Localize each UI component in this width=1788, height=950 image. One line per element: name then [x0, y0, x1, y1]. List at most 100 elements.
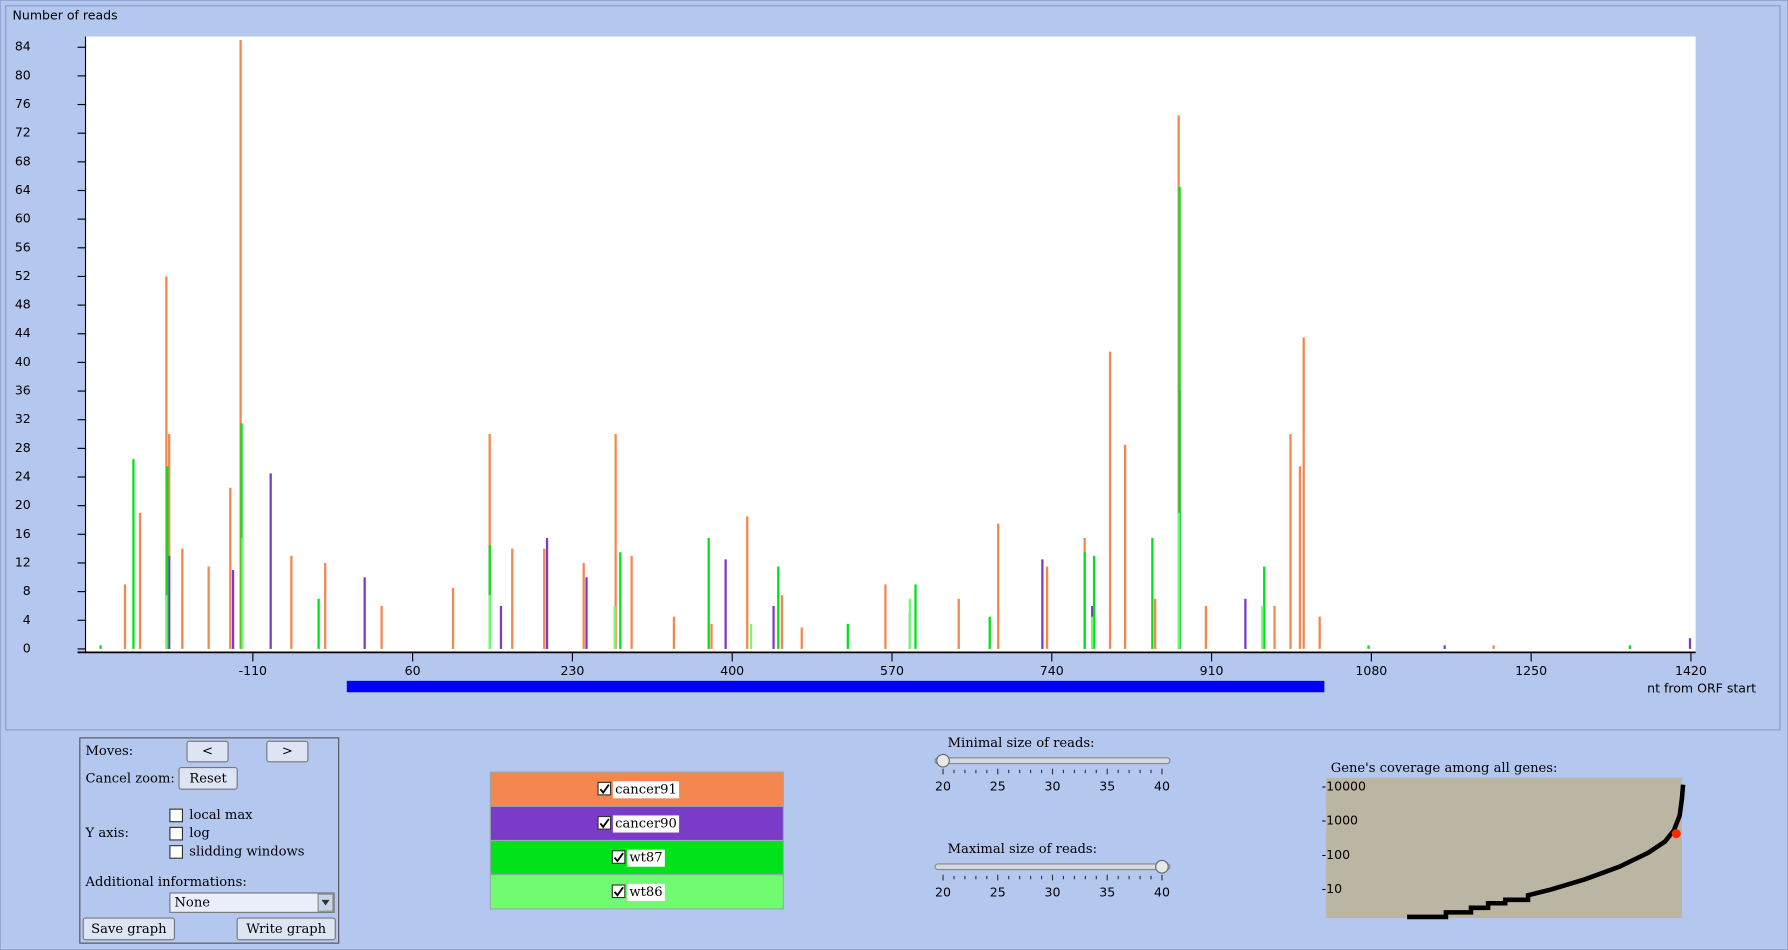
read-bar: [138, 512, 142, 649]
read-bar: [1108, 351, 1112, 649]
cancel-zoom-label: Cancel zoom:: [86, 771, 175, 786]
write-button-label: Write graph: [246, 922, 326, 937]
read-bar: [630, 555, 633, 649]
y-axis-option: slidding windows: [189, 844, 304, 859]
read-bar: [181, 548, 184, 649]
y-tick-label: 20: [15, 497, 31, 512]
checkbox-check: [599, 784, 610, 795]
x-tick-label: 1080: [1355, 663, 1387, 678]
y-tick-label: 64: [15, 182, 31, 197]
read-bar: [614, 434, 617, 649]
x-tick-label: 230: [560, 663, 584, 678]
legend-label-bg: [627, 883, 665, 901]
plot-area: [85, 36, 1696, 653]
y-axis-title: Number of reads: [13, 7, 118, 22]
series-checkbox[interactable]: [597, 781, 612, 796]
x-tick-label: 1250: [1515, 663, 1547, 678]
prev-button[interactable]: <: [186, 740, 229, 763]
checkbox-check: [599, 818, 610, 829]
slider-knob[interactable]: [936, 753, 950, 768]
y-tick-label: 60: [15, 211, 31, 226]
checkbox-check: [613, 852, 624, 863]
read-bar: [1178, 186, 1181, 649]
read-bar: [582, 562, 585, 649]
y-tick-label: 16: [15, 526, 31, 541]
x-tick-label: 60: [405, 663, 421, 678]
checkbox-box: [597, 815, 612, 830]
read-bar: [619, 552, 622, 649]
save-button-label: Save graph: [91, 922, 167, 937]
x-tick-label: 570: [880, 663, 904, 678]
prev-button-label: <: [202, 744, 213, 759]
read-bar: [1123, 444, 1127, 649]
series-checkbox[interactable]: [611, 850, 626, 864]
legend-label: cancer90: [615, 816, 677, 831]
reset-button[interactable]: Reset: [178, 766, 238, 790]
y-tick-label: 84: [15, 39, 31, 54]
y-axis-checkbox[interactable]: [169, 826, 184, 841]
coverage-title: Gene's coverage among all genes:: [1331, 761, 1558, 776]
slider-track: [934, 757, 1171, 765]
y-tick-label: 0: [23, 640, 31, 655]
read-bar: [290, 555, 293, 649]
read-bar: [988, 616, 991, 649]
y-axis-checkbox[interactable]: [169, 808, 184, 823]
save-button[interactable]: Save graph: [82, 917, 176, 941]
read-bar: [229, 487, 232, 649]
y-tick-label: 32: [15, 411, 31, 426]
orf-bar: [346, 680, 1325, 693]
y-tick-label: 48: [15, 297, 31, 312]
legend-label-bg: [612, 815, 680, 833]
y-tick-label: 24: [15, 469, 31, 484]
read-bar: [1091, 616, 1094, 649]
read-bar: [846, 623, 849, 649]
read-bar: [166, 466, 169, 649]
slider-tick-label: 30: [1045, 778, 1061, 793]
read-bar: [672, 616, 676, 649]
read-bar: [1151, 537, 1154, 649]
x-axis-title: nt from ORF start: [1647, 680, 1756, 695]
coverage-gene-marker: [1671, 829, 1681, 839]
y-tick-label: 28: [15, 440, 31, 455]
read-bar: [1261, 605, 1264, 649]
read-bar: [1154, 598, 1157, 649]
legend-label-bg: [612, 781, 680, 799]
coverage-labels: -10000 -1000 -100 -10: [1322, 778, 1366, 896]
checkbox-box: [169, 845, 184, 859]
read-bar: [1688, 638, 1692, 649]
next-button[interactable]: >: [266, 740, 309, 763]
read-bar: [1045, 566, 1049, 649]
plot-marks: [99, 40, 1692, 649]
read-bar: [1092, 555, 1096, 649]
read-bar: [710, 623, 713, 649]
read-bar: [997, 523, 1000, 649]
additional-dropdown[interactable]: None: [169, 892, 335, 913]
slider-knob[interactable]: [1155, 859, 1169, 874]
y-tick-label: 8: [23, 583, 31, 598]
read-bar: [613, 605, 616, 649]
legend-label: cancer91: [615, 782, 677, 797]
x-tick-label: 1420: [1675, 663, 1707, 678]
series-checkbox[interactable]: [611, 884, 626, 899]
y-tick-label: 76: [15, 96, 31, 111]
slider-tick-label: 35: [1099, 778, 1115, 793]
x-tick-label: -110: [239, 663, 267, 678]
series-checkbox[interactable]: [597, 815, 612, 830]
x-tick-label: 400: [720, 663, 744, 678]
read-bar: [363, 577, 366, 649]
read-bar: [231, 570, 235, 649]
read-bar: [317, 598, 320, 649]
read-bar: [1492, 645, 1495, 649]
read-bar: [543, 548, 546, 649]
read-bar: [585, 577, 588, 649]
y-tick-label: 52: [15, 268, 31, 283]
read-bar: [324, 562, 327, 649]
read-bar: [380, 605, 383, 649]
additional-label: Additional informations:: [85, 875, 247, 890]
y-axis-checkbox[interactable]: [169, 845, 184, 859]
write-button[interactable]: Write graph: [236, 917, 336, 941]
slider-tick-label: 40: [1154, 884, 1170, 899]
slider-tick-label: 20: [935, 778, 951, 793]
read-bar: [1318, 616, 1321, 649]
read-bar: [123, 584, 127, 649]
